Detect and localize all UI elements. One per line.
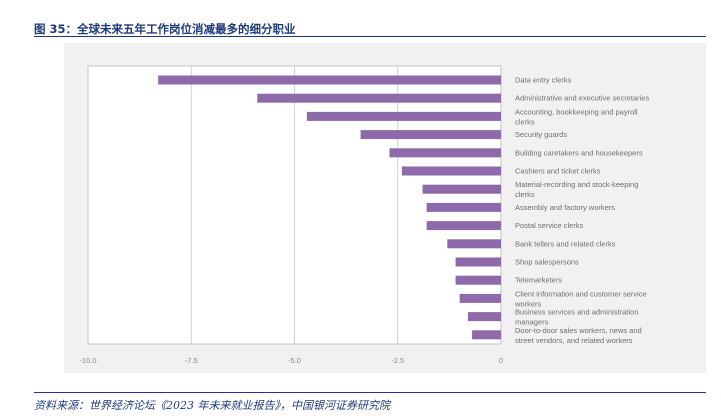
category-label: Door-to-door sales workers, news and stre… [515,326,642,345]
category-label: Data entry clerks [515,76,572,85]
x-tick-label: -5.0 [288,356,301,365]
category-label: Business services and administration mana… [515,308,638,327]
bar [257,93,501,103]
bar [306,111,501,121]
source-rule [34,392,706,393]
bar [426,202,501,212]
category-label: Accounting, bookkeeping and payroll clerk… [515,107,638,126]
bar [158,75,501,85]
title-rule [34,36,706,37]
category-label: Cashiers and ticket clerks [515,167,601,176]
category-label: Telemarketers [515,276,562,285]
category-label: Bank tellers and related clerks [515,239,616,248]
category-label: Postal service clerks [515,221,584,230]
category-label: Security guards [515,130,567,139]
bar [360,130,501,140]
x-tick-label: -7.5 [185,356,198,365]
x-tick-label: 0 [499,356,503,365]
bar [422,184,501,194]
category-label: Assembly and factory workers [515,203,615,212]
category-label: Material-recording and stock-keeping cler… [515,180,638,199]
bar [389,148,501,158]
bar [472,330,501,340]
bar [467,312,501,322]
bar [459,293,501,303]
x-tick-label: -2.5 [391,356,404,365]
x-tick-label: -10.0 [79,356,96,365]
category-label: Client information and customer service w… [514,289,647,308]
bar [455,275,501,285]
category-label: Shop salespersons [515,258,579,267]
category-label: Building caretakers and housekeepers [515,148,643,157]
bar [447,239,501,249]
figure-source: 资料来源：世界经济论坛《2023 年未来就业报告》，中国银河证券研究院 [34,399,390,412]
bar [455,257,501,267]
bar [426,221,501,231]
category-label: Administrative and executive secretaries [515,94,649,103]
bar [401,166,501,176]
figure-title: 图 35：全球未来五年工作岗位消减最多的细分职业 [34,22,296,36]
